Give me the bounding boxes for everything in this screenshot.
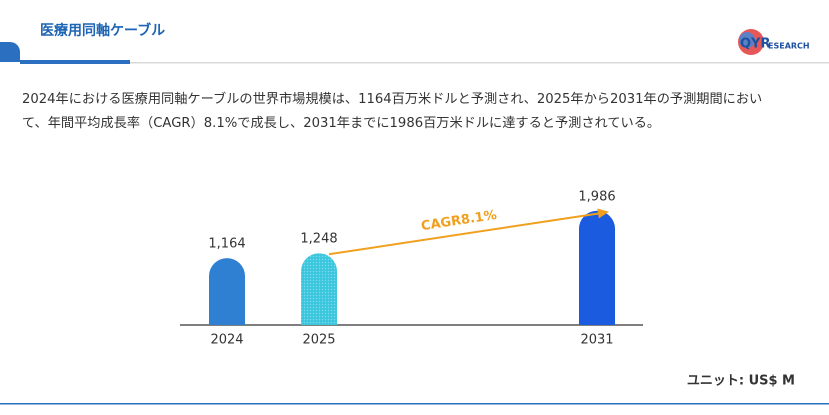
cagr-arrow (328, 212, 602, 256)
logo-mark: QYR (740, 37, 770, 52)
value-label: 1,164 (208, 237, 245, 252)
x-tick-label: 2025 (302, 333, 335, 348)
bar (209, 258, 245, 325)
logo-text: ESEARCH (768, 42, 810, 51)
value-label: 1,248 (300, 232, 337, 247)
header-title: 医療用同軸ケーブル (40, 22, 165, 39)
bar (579, 210, 615, 325)
unit-label: ユニット: US$ M (687, 374, 795, 389)
header-rule (130, 62, 829, 64)
logo-globe-inner (739, 32, 755, 48)
header-tab (0, 42, 20, 62)
x-tick-label: 2031 (580, 333, 613, 348)
cagr-arrowhead (597, 208, 609, 219)
description-line: て、年間平均成長率（CAGR）8.1%で成長し、2031年までに1986百万米ド… (22, 114, 660, 131)
value-label: 1,986 (578, 189, 615, 204)
x-tick-label: 2024 (210, 333, 243, 348)
header-accent (20, 60, 130, 64)
description-line: 2024年における医療用同軸ケーブルの世界市場規模は、1164百万米ドルと予測さ… (22, 90, 762, 107)
footer-rule (0, 403, 829, 405)
bar (301, 253, 337, 325)
